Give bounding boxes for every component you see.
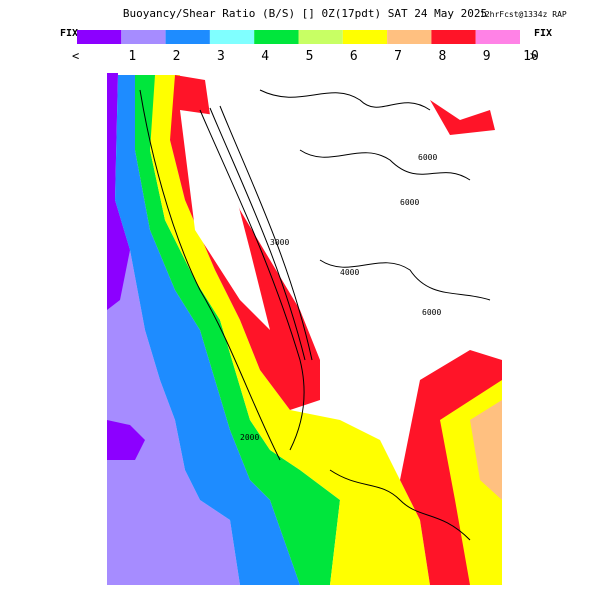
contour-label: 2000 [240, 433, 259, 442]
legend-swatch [431, 30, 476, 44]
model-label: 12hrFcst@1334z RAP [480, 10, 567, 19]
band-orange-east [470, 400, 502, 500]
legend-label: 4 [261, 49, 269, 64]
band-yellow [150, 75, 430, 585]
legend-swatch [298, 30, 343, 44]
contour-label: 4000 [340, 268, 359, 277]
contours [139, 89, 491, 541]
ocean [107, 73, 240, 585]
ocean-dark-patch [107, 420, 145, 460]
legend-swatch [475, 30, 520, 44]
land-valley [180, 110, 270, 330]
next-arrow[interactable]: > [530, 49, 537, 63]
legend-swatch [77, 30, 122, 44]
legend-label: 10 [523, 49, 539, 64]
ocean-dark [107, 73, 130, 310]
legend-label: 6 [350, 49, 358, 64]
contour-label: 6000 [418, 153, 437, 162]
legend-swatch [342, 30, 388, 44]
legend-label: 7 [394, 49, 402, 64]
fix-right[interactable]: FIX [534, 28, 552, 39]
legend-label: 3 [217, 49, 225, 64]
band-blue [115, 75, 300, 585]
legend-swatch [121, 30, 166, 44]
legend-label: 8 [438, 49, 446, 64]
prev-arrow[interactable]: < [72, 49, 79, 63]
band-green [135, 75, 340, 585]
legend-swatch [387, 30, 432, 44]
patch-north [430, 100, 495, 135]
legend-swatch [165, 30, 210, 44]
legend-label: 9 [483, 49, 491, 64]
contour-label: 6000 [422, 308, 441, 317]
legend-label: 5 [306, 49, 314, 64]
contour-label: 3000 [270, 238, 289, 247]
fix-left[interactable]: FIX [60, 28, 78, 39]
legend-label: 2 [173, 49, 181, 64]
legend-swatch [254, 30, 299, 44]
title: Buoyancy/Shear Ratio (B/S) [] 0Z(17pdt) … [123, 7, 487, 20]
map: 6000 6000 6000 3000 2000 4000 [107, 73, 502, 585]
legend: 1 2 3 4 5 6 7 8 9 10 [77, 30, 539, 64]
legend-label: 1 [128, 49, 136, 64]
legend-swatch [209, 30, 255, 44]
contour-label: 6000 [400, 198, 419, 207]
